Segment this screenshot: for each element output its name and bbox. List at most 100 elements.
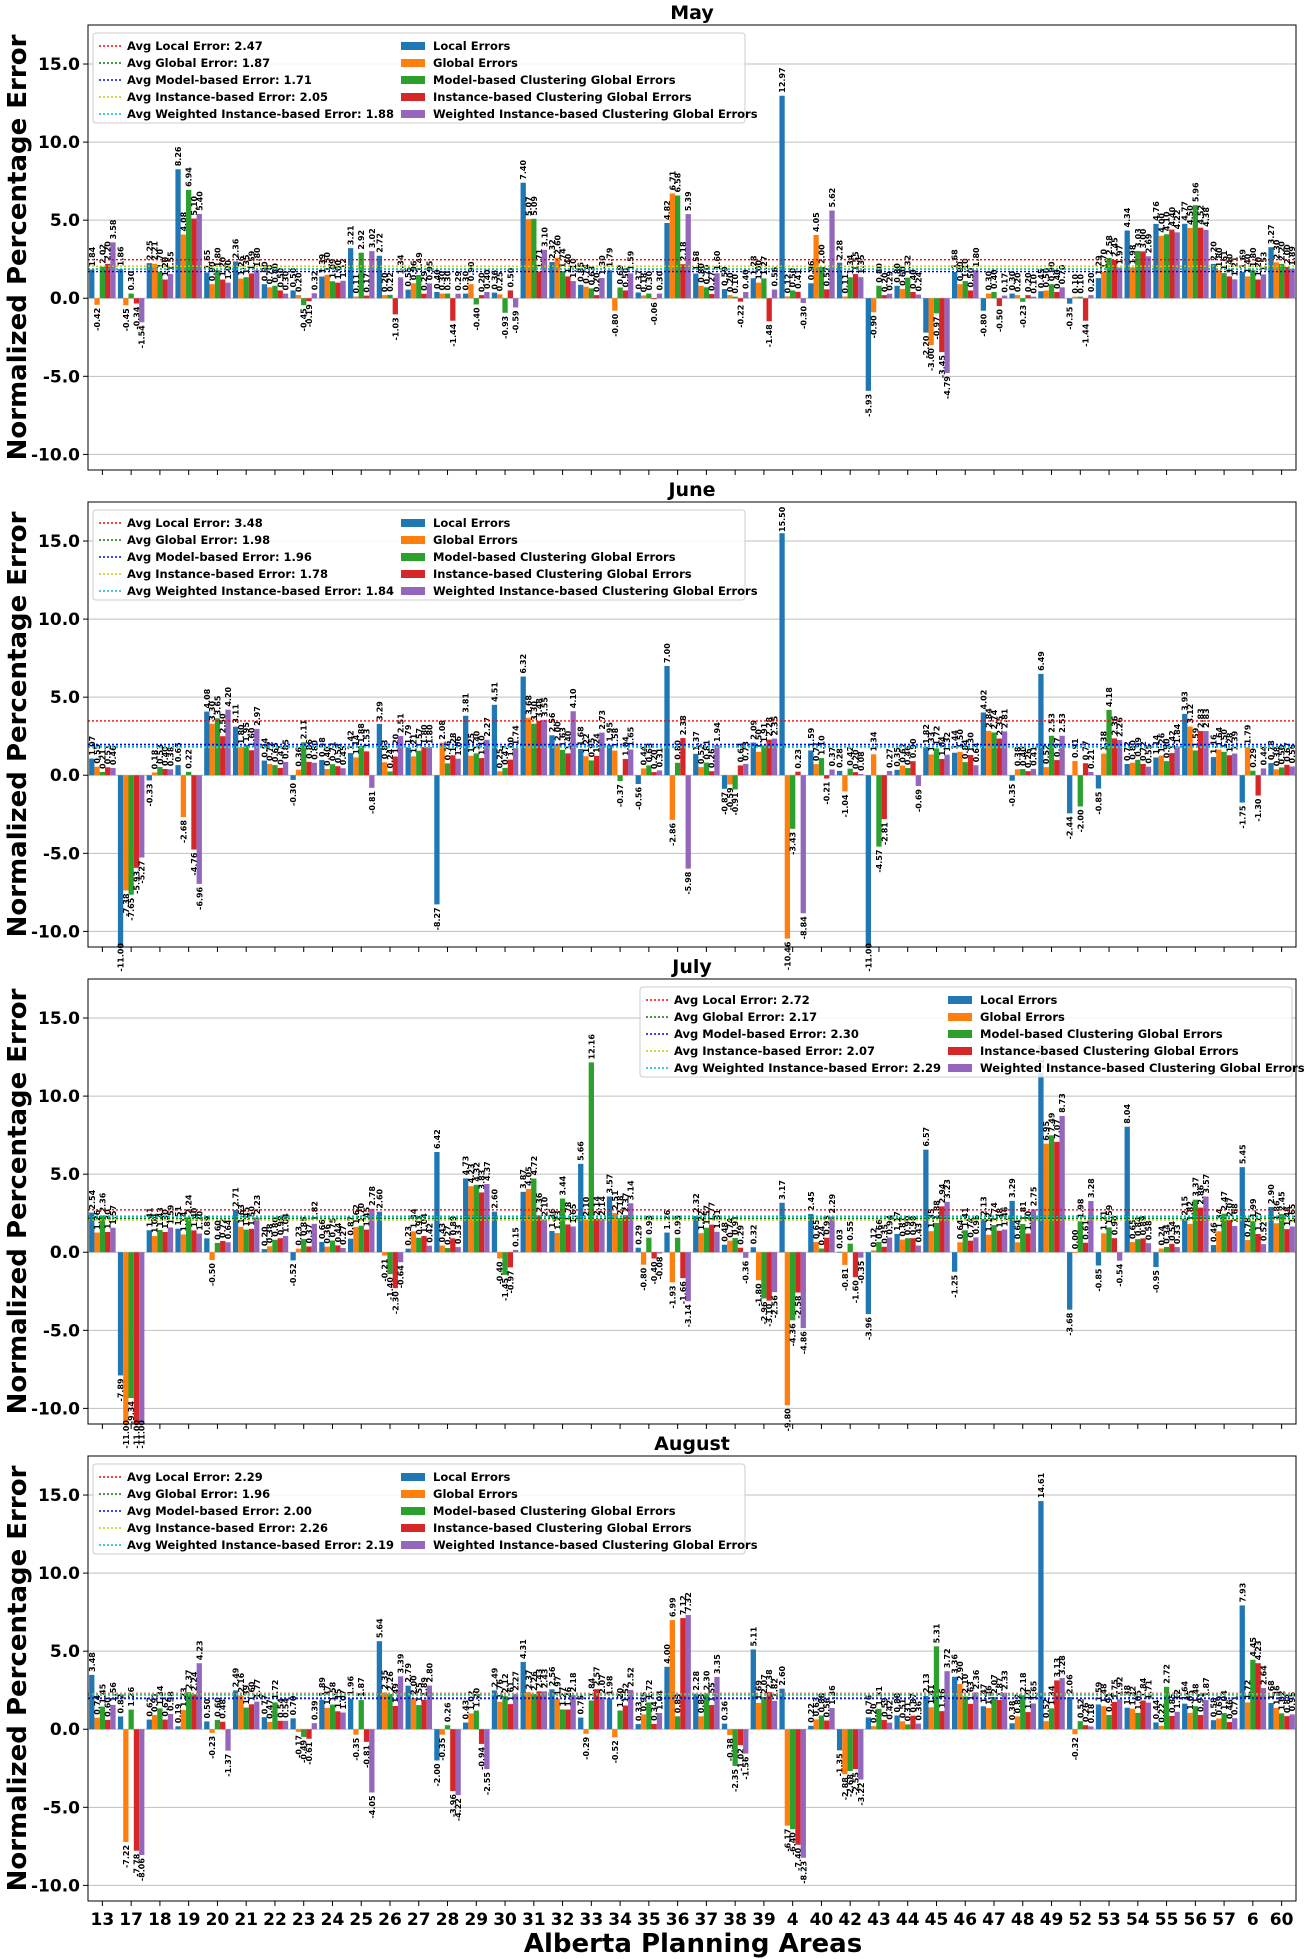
bar [151,772,158,776]
bar [858,1729,864,1780]
bar [191,775,197,850]
bar [146,1230,152,1253]
bar-value-label: 1.95 [242,722,251,742]
bar [559,749,566,776]
bar-value-label: 0.60 [213,1220,222,1240]
bar-value-label: 5.96 [1191,182,1200,202]
bar [491,1690,498,1730]
bar [1268,247,1274,299]
bar [1239,1605,1245,1730]
bar [353,757,359,776]
bar [123,1252,129,1424]
bar-value-label: 0.29 [1249,748,1258,768]
bar [771,289,778,299]
bar [392,1705,398,1730]
bar [1153,1252,1159,1268]
bar-value-label: -3.43 [789,832,798,855]
bar-value-label: 2.90 [956,1661,965,1681]
bar [1284,1716,1290,1730]
legend-entry: Global Errors [433,56,518,70]
bar-value-label: 0.80 [697,263,706,283]
bar [829,1216,835,1253]
bar-value-label: 1.47 [979,1684,988,1704]
bar [536,1215,542,1253]
bar-value-label: 1.89 [420,1677,429,1697]
bar-value-label: 4.23 [1254,1640,1263,1660]
bar [1001,731,1008,776]
bar [962,1696,968,1730]
bar-value-label: 1.61 [506,1681,515,1701]
bar [606,744,613,776]
bar-value-label: 0.76 [864,1694,873,1714]
bar [578,1717,584,1730]
bar [306,1729,312,1739]
bar-value-label: 2.36 [972,1669,981,1689]
bar [261,1249,268,1253]
bar [1268,763,1274,776]
bar [980,712,987,776]
bar-value-label: 0.20 [260,1226,269,1246]
bar [628,273,634,299]
bar [180,775,187,818]
bar [455,1247,461,1253]
bar-value-label: 3.36 [951,1654,960,1674]
bar-value-label: 3.93 [1181,691,1190,711]
bar-value-label: 0.22 [1157,1703,1166,1723]
legend-entry: Avg Local Error: 2.72 [674,993,810,1007]
bar-value-label: 0.37 [828,747,837,767]
bar-value-label: 0.29 [886,271,895,291]
bar [1124,764,1130,776]
x-tick-label: 34 [608,1910,632,1930]
bar [133,775,140,868]
bar [1182,1703,1188,1730]
bar-value-label: 1.72 [271,1680,280,1700]
bar-value-label: 0.45 [1037,268,1046,288]
bar-value-label: 5.09 [530,196,539,216]
bar [1216,749,1222,776]
bar-value-label: -0.81 [841,1267,850,1290]
bar-value-label: 1.80 [420,724,429,744]
bar [951,1676,958,1730]
bar-value-label: 1.80 [237,724,246,744]
legend-entry: Avg Local Error: 2.47 [127,39,263,53]
bar-value-label: -0.56 [634,787,643,810]
bar [1067,775,1073,814]
bar-value-label: -7.38 [122,893,131,916]
bar [290,775,296,780]
legend-entry: Local Errors [433,516,511,530]
bar-value-label: 0.48 [219,1699,228,1719]
x-tick-label: 38 [723,1910,747,1930]
bar-value-label: 1.60 [247,1681,256,1701]
bar-value-label: 0.19 [174,1703,183,1723]
bar [646,1702,652,1730]
bar [444,1248,451,1253]
bar [842,1729,848,1775]
bar-value-label: -2.86 [668,822,677,845]
bar-value-label: 1.26 [663,1209,672,1229]
bar [295,769,302,776]
bar [1158,755,1164,776]
bar-value-label: 2.32 [692,1193,701,1213]
bar [829,769,835,776]
bar-value-label: 1.06 [454,736,463,756]
bar-value-label: 0.91 [1105,1692,1114,1712]
bar [146,1719,152,1730]
bar-value-label: 0.62 [161,1697,170,1717]
bar-value-label: 1.59 [1191,727,1200,747]
bar-value-label: 2.69 [1144,233,1153,253]
legend-bar-swatch [401,1473,425,1481]
axes-frame [87,24,1297,471]
bar [583,1729,589,1734]
bar [1158,1725,1164,1730]
bar-value-label: 1.55 [415,1682,424,1702]
bar [290,1252,296,1261]
bar [727,1240,733,1253]
bar [89,1212,95,1253]
bar-value-label: 0.30 [127,270,136,290]
bar-value-label: -8.27 [433,907,442,930]
bar [512,748,519,776]
bar-value-label: 0.99 [1134,737,1143,757]
bar-value-label: 1.04 [655,1690,664,1710]
bar [463,1722,469,1730]
bar [761,1252,767,1299]
